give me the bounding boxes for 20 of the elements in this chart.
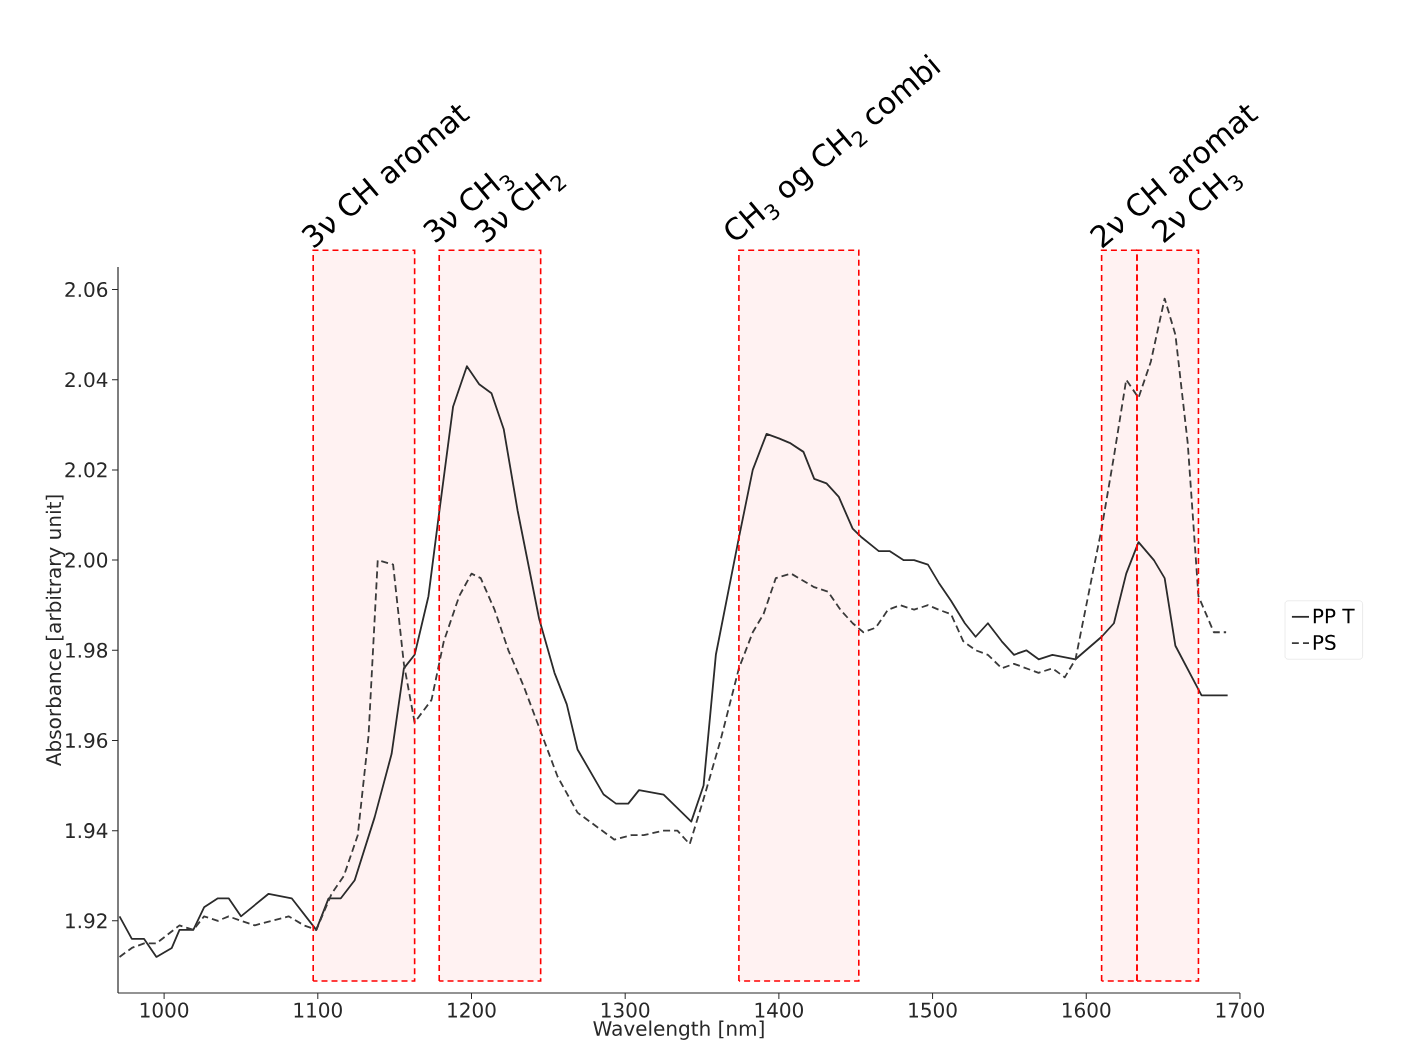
x-tick-label: 1600 xyxy=(1063,1002,1111,1018)
x-tick-label: 1300 xyxy=(601,1002,650,1018)
y-axis-title: Absorbance [arbitrary unit] xyxy=(45,495,66,767)
x-tick-label: 1500 xyxy=(909,1002,957,1018)
x-tick-label: 1000 xyxy=(140,1002,189,1018)
x-tick-label: 1200 xyxy=(448,1002,496,1018)
y-tick-label: 1.96 xyxy=(66,732,108,749)
y-tick-label: 1.98 xyxy=(66,642,108,658)
x-tick-label: 1700 xyxy=(1216,1002,1265,1018)
y-tick-label: 2.02 xyxy=(65,462,107,478)
y-tick-label: 2.06 xyxy=(65,281,108,298)
x-tick-label: 1400 xyxy=(755,1002,803,1018)
x-axis-title: Wavelength [nm] xyxy=(593,1020,764,1040)
y-tick-label: 1.92 xyxy=(66,913,107,929)
x-tick-label: 1100 xyxy=(294,1002,342,1018)
legend-label: PS xyxy=(1313,634,1336,650)
y-tick-label: 1.94 xyxy=(66,823,108,839)
legend-label: PP T xyxy=(1313,608,1355,624)
y-tick-label: 2.04 xyxy=(65,372,108,388)
y-tick-label: 2.00 xyxy=(65,552,108,568)
